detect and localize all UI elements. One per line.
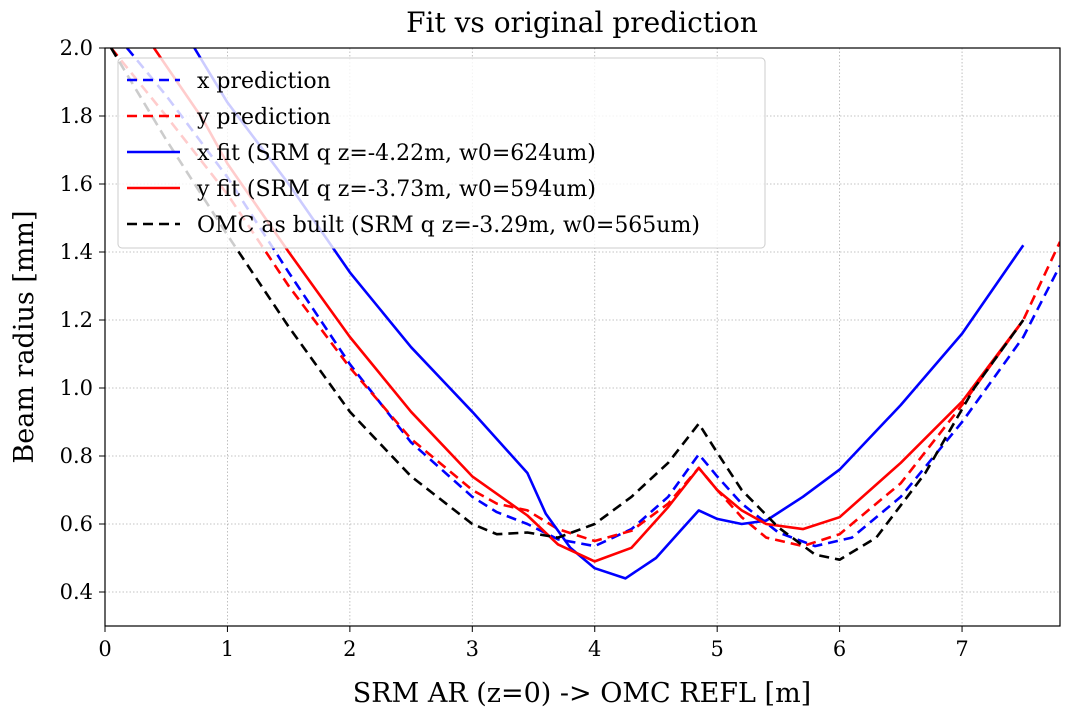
y-tick-label: 1.0: [60, 376, 93, 400]
chart-title: Fit vs original prediction: [406, 6, 758, 39]
y-tick-label: 0.4: [60, 580, 93, 604]
legend-box: [117, 57, 766, 249]
series-line-0: [125, 48, 1060, 548]
x-tick-label: 1: [221, 637, 234, 661]
x-tick-label: 7: [955, 637, 968, 661]
series-group: [109, 48, 1060, 580]
y-tick-label: 0.8: [60, 444, 93, 468]
x-tick-label: 3: [466, 637, 479, 661]
legend-label-1: y prediction: [196, 105, 331, 130]
y-tick-label: 1.2: [60, 308, 93, 332]
x-tick-label: 5: [710, 637, 723, 661]
y-tick-label: 1.8: [60, 104, 93, 128]
series-line-2: [193, 48, 1025, 580]
y-axis-ticks: 0.4 0.6 0.8 1.0 1.2 1.4 1.6 1.8 2.0: [60, 36, 105, 604]
legend-label-4: OMC as built (SRM q z=-3.29m, w0=565um): [197, 213, 700, 238]
legend-label-3: y fit (SRM q z=-3.73m, w0=594um): [196, 177, 596, 202]
legend-label-0: x prediction: [197, 69, 331, 94]
plot-frame: [104, 47, 1061, 627]
series-line-4: [109, 48, 1025, 561]
legend-label-2: x fit (SRM q z=-4.22m, w0=624um): [197, 141, 596, 166]
x-tick-label: 4: [588, 637, 601, 661]
x-tick-label: 6: [833, 637, 846, 661]
y-axis-label: Beam radius [mm]: [9, 210, 40, 463]
series-line-3: [152, 48, 1025, 563]
series-line-1: [110, 48, 1060, 548]
x-axis-label: SRM AR (z=0) -> OMC REFL [m]: [353, 678, 811, 709]
y-tick-label: 2.0: [60, 36, 93, 60]
x-tick-label: 2: [343, 637, 356, 661]
y-tick-label: 1.4: [60, 240, 93, 264]
legend: x prediction y prediction x fit (SRM q z=-…: [117, 57, 766, 249]
x-tick-label: 0: [98, 637, 111, 661]
x-axis-ticks: 0 1 2 3 4 5 6 7: [98, 626, 969, 661]
y-tick-label: 0.6: [60, 512, 93, 536]
y-tick-label: 1.6: [60, 172, 93, 196]
